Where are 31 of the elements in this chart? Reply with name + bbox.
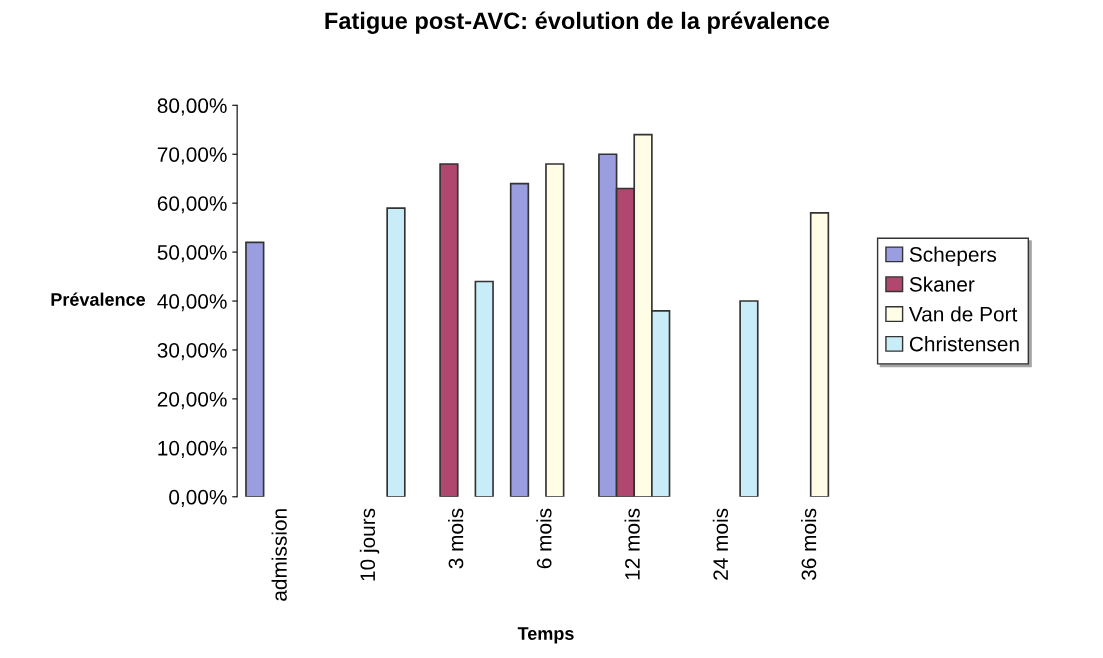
y-tick-label: 10,00% [158,440,227,459]
chart-title: Fatigue post-AVC: évolution de la prévalence [325,11,830,34]
bar [545,163,565,497]
y-tick-label: 20,00% [157,391,227,410]
x-tick-label: 3 mois [448,508,464,569]
x-tick-label: 10 jours [359,508,380,581]
y-tick-label: 70,00% [157,147,227,165]
x-tick-label: 12 mois [624,508,640,580]
y-tick-label: 30,00% [157,342,227,361]
bar [386,207,406,497]
bar [739,300,759,497]
bar [439,163,459,497]
x-tick-label: 6 mois [536,508,552,569]
y-tick-label: 50,00% [157,245,227,263]
x-tick-label: 24 mois [712,508,729,580]
y-tick-label: 80,00% [157,98,227,116]
y-tick-label: 60,00% [157,196,227,214]
legend-label: Skaner [909,276,975,292]
y-tick-label: 0,00% [169,489,227,507]
y-tick-label: 40,00% [157,294,227,312]
bar [245,241,265,497]
x-tick-label: 36 mois [800,508,817,581]
legend-label: Christensen [909,336,1019,352]
bar [474,280,494,497]
x-axis-title: Temps [517,627,574,644]
legend-label: Schepers [909,246,997,266]
bar [509,182,530,497]
y-axis-title: Prévalence [51,292,146,306]
legend-label: Van de Port [908,306,1018,322]
x-tick-label: admission [271,509,287,601]
bar [809,212,830,497]
